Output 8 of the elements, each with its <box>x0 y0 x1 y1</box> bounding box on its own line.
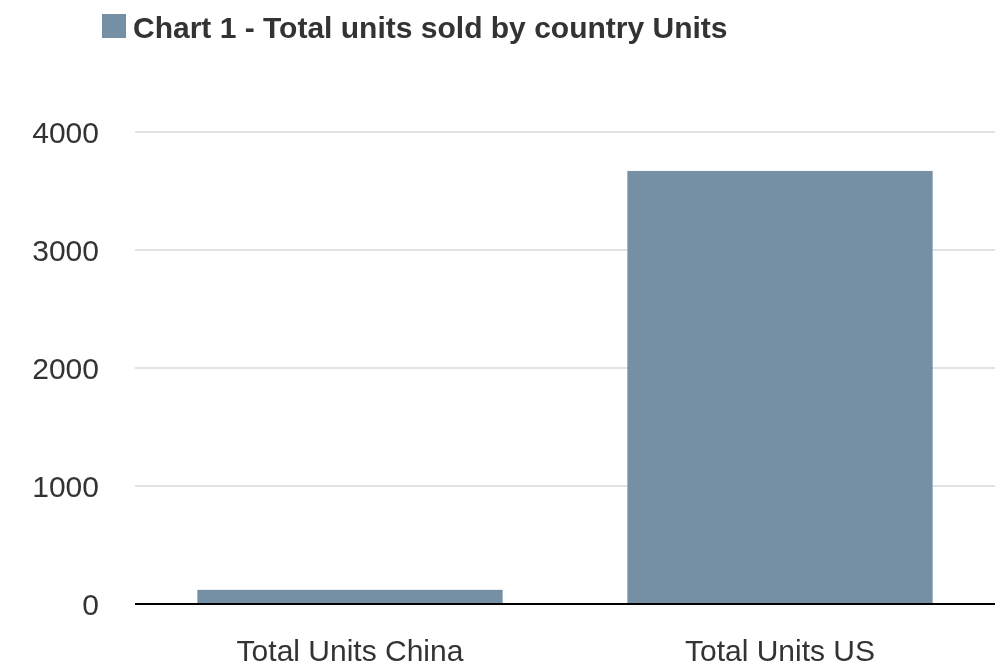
y-tick-label: 1000 <box>32 469 99 503</box>
legend-label: Chart 1 - Total units sold by country Units <box>133 11 728 44</box>
y-tick-label: 4000 <box>32 115 99 149</box>
x-tick-label: Total Units China <box>236 634 464 667</box>
y-tick-label: 0 <box>82 587 99 621</box>
y-tick-label: 3000 <box>32 233 99 267</box>
y-tick-label: 2000 <box>32 351 99 385</box>
x-tick-label: Total Units US <box>684 634 876 667</box>
